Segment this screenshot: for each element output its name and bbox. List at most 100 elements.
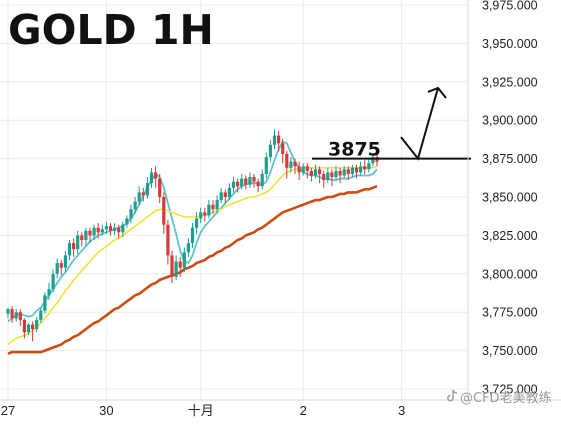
candle-body <box>277 135 281 144</box>
x-tick-label: 27 <box>1 403 15 418</box>
candle <box>39 307 43 323</box>
candle <box>92 224 96 241</box>
candle-body <box>55 263 59 274</box>
candle-body <box>248 177 252 185</box>
candle-body <box>84 230 88 241</box>
candle-body <box>211 204 215 210</box>
candle <box>256 178 260 193</box>
candle <box>129 204 133 224</box>
candle-body <box>154 172 158 179</box>
candle-body <box>350 167 354 174</box>
candle <box>207 200 211 219</box>
annotations: 3875 <box>312 86 471 161</box>
candle <box>170 250 174 284</box>
candle <box>51 269 55 293</box>
candle <box>342 166 346 179</box>
candle-body <box>326 172 330 181</box>
candle-body <box>170 255 174 277</box>
candle <box>6 307 10 319</box>
candle <box>18 309 22 327</box>
candle <box>371 153 375 167</box>
candle <box>203 207 207 222</box>
candle <box>72 238 76 257</box>
candle <box>289 157 293 173</box>
candle <box>35 316 39 333</box>
candle <box>154 166 158 188</box>
candle <box>252 173 256 188</box>
candle <box>186 238 190 257</box>
candle <box>121 221 125 237</box>
price-axis: 3,975.000 3,950.000 3,925.000 3,900.000 3,87… <box>482 0 538 397</box>
y-tick-label: 3,750.000 <box>482 344 538 358</box>
candle <box>26 322 31 336</box>
candle <box>76 230 80 254</box>
candle <box>174 255 178 280</box>
candle-body <box>244 178 248 185</box>
candle <box>248 172 252 188</box>
candle <box>330 169 334 187</box>
watermark: @CFD老美教练 <box>447 389 552 406</box>
candle-body <box>80 235 84 241</box>
candle-body <box>215 200 219 210</box>
candle <box>313 164 318 179</box>
candle-body <box>190 227 195 244</box>
candle-body <box>240 178 244 187</box>
candle-body <box>133 201 137 210</box>
candle-body <box>18 312 22 320</box>
candle-body <box>268 144 272 158</box>
candle-body <box>313 169 318 176</box>
candle-body <box>293 161 297 167</box>
candle-body <box>145 183 149 196</box>
candle-body <box>334 170 338 178</box>
y-tick-label: 3,825.000 <box>482 229 538 243</box>
candle <box>166 220 170 265</box>
candle-body <box>285 153 289 168</box>
candle <box>84 227 88 247</box>
candle <box>182 247 186 273</box>
candle <box>359 161 363 176</box>
candle-body <box>252 177 256 182</box>
candle <box>149 167 154 188</box>
candle-body <box>178 261 182 268</box>
candle-body <box>149 172 154 184</box>
candle <box>268 140 272 162</box>
candle <box>104 221 108 234</box>
candle-body <box>22 319 26 333</box>
candle <box>260 169 264 190</box>
candle-body <box>199 212 203 219</box>
candle-body <box>43 295 47 311</box>
candle-body <box>256 181 260 187</box>
candle-body <box>158 178 162 197</box>
candle-body <box>31 324 35 330</box>
candle <box>285 150 289 179</box>
candle-body <box>141 192 145 196</box>
level-label: 3875 <box>328 139 381 161</box>
candle <box>231 177 236 193</box>
candle-body <box>92 227 96 236</box>
candle-body <box>100 229 104 233</box>
candle-body <box>219 192 223 201</box>
candle <box>59 259 63 276</box>
grid-lines <box>0 0 468 400</box>
candle <box>137 186 141 205</box>
candle-body <box>162 197 166 225</box>
x-tick-label: 3 <box>398 403 405 418</box>
candles <box>6 129 379 342</box>
candle <box>190 223 195 248</box>
tiktok-icon <box>447 389 458 402</box>
candle-body <box>236 181 240 187</box>
candle <box>117 224 121 239</box>
candle <box>108 223 113 236</box>
candle-body <box>186 243 190 253</box>
candle <box>178 256 182 277</box>
candle-body <box>72 243 76 250</box>
candle-body <box>51 273 55 290</box>
candle-body <box>14 312 18 319</box>
candle <box>10 306 14 323</box>
candle <box>293 158 297 174</box>
candle <box>326 167 330 184</box>
candle <box>96 223 100 239</box>
candle-body <box>264 157 268 174</box>
candle <box>14 309 18 322</box>
y-tick-label: 3,800.000 <box>482 267 538 281</box>
